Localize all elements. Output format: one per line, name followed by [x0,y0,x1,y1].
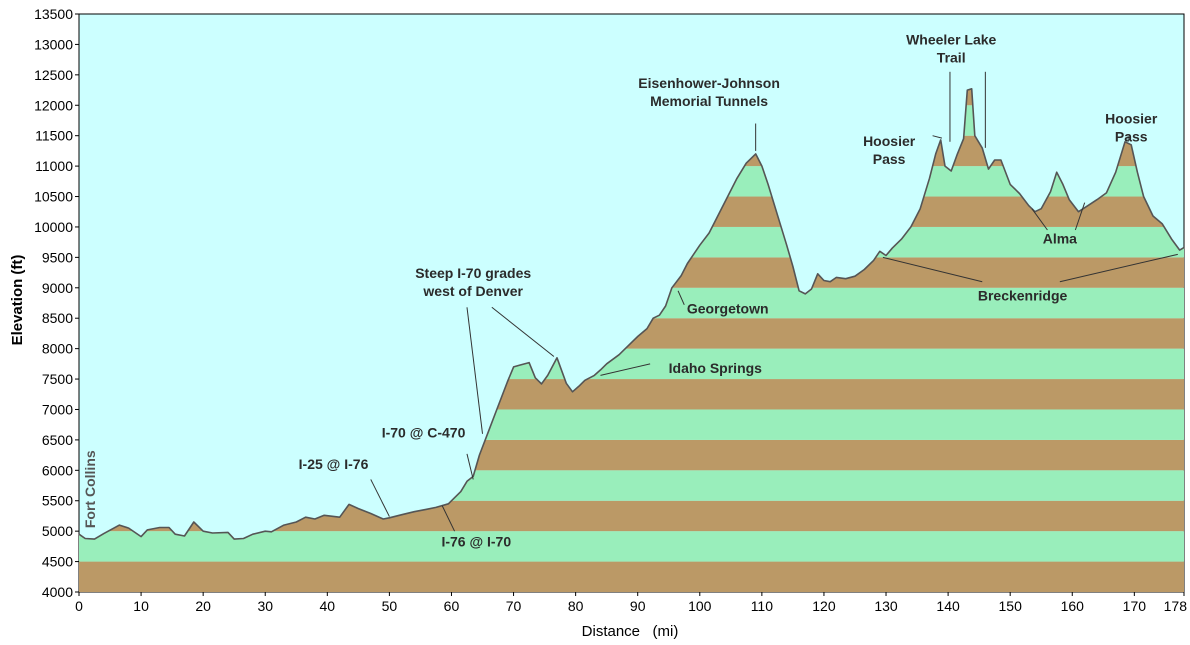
annotation-leader-line [882,256,983,283]
x-tick-label: 10 [133,598,149,614]
annotation-label: Breckenridge [978,288,1068,304]
annotation-leader-line [370,479,390,517]
annotations: Fort Collins I-25 @ I-76 I-76 @ I-70 I-70 @… [82,31,1178,549]
x-tick-label: 30 [257,598,273,614]
x-tick-label: 170 [1123,598,1147,614]
annotation-label: Idaho Springs [669,360,763,376]
profile-line-layer [78,88,1185,540]
y-tick-label: 8000 [42,341,73,357]
y-tick-label: 4500 [42,554,73,570]
y-tick-label: 4000 [42,584,73,600]
y-tick-label: 6500 [42,432,73,448]
annotation-label: Fort Collins [82,450,98,528]
x-tick-label: 140 [936,598,960,614]
x-tick-label: 0 [75,598,83,614]
x-tick-label: 90 [630,598,646,614]
x-tick-label: 70 [506,598,522,614]
annotation-label: I-25 @ I-76 [299,456,369,472]
annotation-leader-line [600,363,651,376]
x-tick-label: 160 [1061,598,1085,614]
annotation-label: Hoosier Pass [1105,111,1158,145]
profile-line [78,88,1185,540]
annotation-label: Wheeler Lake Trail [906,31,996,65]
annotation-label: I-76 @ I-70 [441,533,511,549]
y-tick-label: 8500 [42,310,73,326]
y-tick-label: 7000 [42,401,73,417]
annotation-leader-line [1074,202,1086,231]
annotation-leader-line [677,290,685,306]
y-tick-label: 5500 [42,493,73,509]
x-tick-label: 110 [751,598,774,614]
y-tick-label: 11500 [35,128,73,144]
annotation-leader-line [441,505,456,532]
annotation-leader-line [1031,208,1048,231]
y-tick-label: 10500 [34,189,73,205]
annotation-label: Hoosier Pass [863,133,916,167]
annotation-leader-line [466,307,484,434]
annotation-leader-line [932,135,943,139]
annotation-label: Alma [1043,230,1077,246]
y-tick-label: 6000 [42,462,73,478]
annotation-label: Steep I-70 grades west of Denver [415,265,531,299]
elevation-band [79,561,1184,592]
y-tick-label: 7500 [42,371,73,387]
x-tick-label: 120 [812,598,836,614]
x-tick-label: 150 [999,598,1023,614]
x-tick-label: 100 [688,598,712,614]
y-tick-label: 9500 [42,249,73,265]
x-tick-label: 40 [320,598,336,614]
y-tick-label: 13500 [34,6,73,22]
annotation-leader-line [491,306,555,357]
y-tick-label: 9000 [42,280,73,296]
y-tick-label: 11000 [35,158,73,174]
x-tick-label: 50 [382,598,398,614]
x-tick-label: 130 [874,598,898,614]
y-tick-label: 10000 [34,219,73,235]
x-axis: 0 10 20 30 40 50 60 70 80 90 100 110 120 130 140 150 160… [75,592,1187,614]
annotation-label: I-70 @ C-470 [382,424,466,440]
x-tick-label: 20 [195,598,211,614]
y-tick-label: 12500 [34,67,73,83]
y-axis: 4000 4500 5000 5500 6000 6500 7000 7500 8000 8500… [34,6,79,600]
x-tick-label: 80 [568,598,584,614]
y-tick-label: 13000 [34,36,73,52]
annotation-leader-line [466,453,474,480]
y-tick-label: 12000 [34,97,73,113]
elevation-band [79,531,1184,562]
x-tick-label: 178 [1164,598,1188,614]
x-axis-label: Distance (mi) [582,623,679,640]
annotation-label: Eisenhower-Johnson Memorial Tunnels [638,75,780,109]
x-tick-label: 60 [444,598,460,614]
annotation-label: Georgetown [687,300,769,316]
y-axis-label: Elevation (ft) [9,255,26,346]
y-tick-label: 5000 [42,523,73,539]
annotation-leader-line [1059,253,1178,283]
